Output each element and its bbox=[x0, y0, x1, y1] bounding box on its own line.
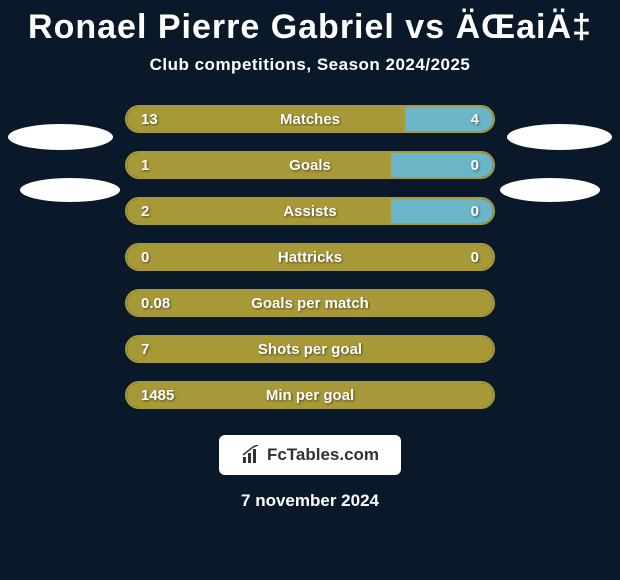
stat-label: Goals per match bbox=[251, 295, 369, 312]
bar-track: 13 Matches 4 bbox=[125, 105, 495, 133]
chart-icon bbox=[241, 445, 261, 465]
bar-track: 1485 Min per goal bbox=[125, 381, 495, 409]
stat-value-left: 2 bbox=[141, 203, 149, 220]
stat-label: Assists bbox=[283, 203, 336, 220]
stat-row: 13 Matches 4 bbox=[0, 105, 620, 133]
stat-label: Matches bbox=[280, 111, 340, 128]
stat-value-right: 0 bbox=[471, 157, 479, 174]
stat-row: 1 Goals 0 bbox=[0, 151, 620, 179]
page-subtitle: Club competitions, Season 2024/2025 bbox=[150, 55, 471, 75]
bar-fill-right bbox=[405, 107, 493, 131]
stat-value-right: 4 bbox=[471, 111, 479, 128]
stats-area: 13 Matches 4 1 Goals 0 2 Assists 0 0 Hattricks 0 0.0… bbox=[0, 105, 620, 409]
date-text: 7 november 2024 bbox=[241, 491, 379, 511]
bar-track: 2 Assists 0 bbox=[125, 197, 495, 225]
footer-logo: FcTables.com bbox=[219, 435, 401, 475]
stat-value-left: 0 bbox=[141, 249, 149, 266]
bar-track: 7 Shots per goal bbox=[125, 335, 495, 363]
stat-value-left: 1485 bbox=[141, 387, 174, 404]
stat-value-left: 0.08 bbox=[141, 295, 170, 312]
stat-value-left: 13 bbox=[141, 111, 158, 128]
main-container: Ronael Pierre Gabriel vs ÄŒaiÄ‡ Club com… bbox=[0, 0, 620, 580]
stat-label: Hattricks bbox=[278, 249, 342, 266]
stat-label: Min per goal bbox=[266, 387, 354, 404]
bar-track: 0 Hattricks 0 bbox=[125, 243, 495, 271]
stat-row: 0 Hattricks 0 bbox=[0, 243, 620, 271]
bar-track: 0.08 Goals per match bbox=[125, 289, 495, 317]
bar-track: 1 Goals 0 bbox=[125, 151, 495, 179]
stat-label: Shots per goal bbox=[258, 341, 362, 358]
bar-fill-left bbox=[127, 199, 391, 223]
logo-text: FcTables.com bbox=[267, 445, 379, 465]
stat-value-right: 0 bbox=[471, 203, 479, 220]
stat-value-left: 7 bbox=[141, 341, 149, 358]
stat-row: 7 Shots per goal bbox=[0, 335, 620, 363]
stat-label: Goals bbox=[289, 157, 331, 174]
stat-value-left: 1 bbox=[141, 157, 149, 174]
stat-value-right: 0 bbox=[471, 249, 479, 266]
stat-row: 1485 Min per goal bbox=[0, 381, 620, 409]
stat-row: 2 Assists 0 bbox=[0, 197, 620, 225]
stat-row: 0.08 Goals per match bbox=[0, 289, 620, 317]
bar-fill-left bbox=[127, 107, 405, 131]
page-title: Ronael Pierre Gabriel vs ÄŒaiÄ‡ bbox=[28, 8, 592, 47]
bar-fill-left bbox=[127, 153, 391, 177]
